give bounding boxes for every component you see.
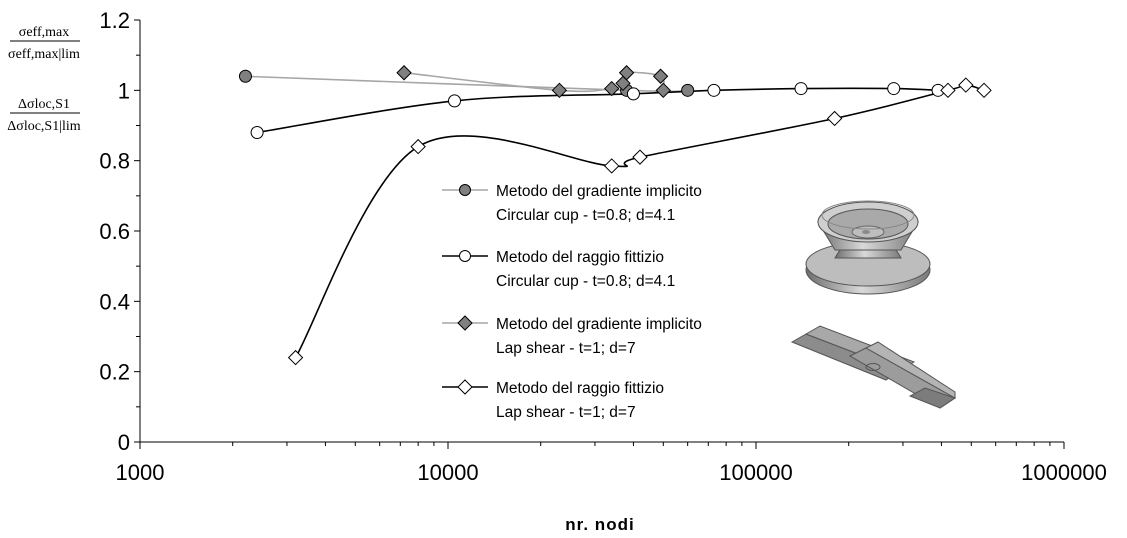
y-tick-label: 1.2 [99, 8, 130, 33]
series-2-point [887, 82, 901, 96]
legend-label-2b: Circular cup - t=0.8; d=4.1 [496, 273, 675, 290]
ylabel-top-numerator: σeff,max [19, 25, 69, 40]
y-tick-label: 0.6 [99, 219, 130, 244]
legend-label-1b: Circular cup - t=0.8; d=4.1 [496, 207, 675, 224]
series-3-point [652, 68, 669, 84]
x-tick-label: 1000 [116, 460, 165, 485]
x-axis-title: nr. nodi [565, 515, 634, 534]
series-4-point [287, 349, 304, 366]
series-4-point [826, 110, 843, 127]
legend-entry-3: Metodo del gradiente implicito Lap shear… [442, 315, 702, 357]
ylabel-top-denominator: σeff,max|lim [8, 47, 80, 62]
y-axis-label: σeff,max σeff,max|lim Δσloc,S1 Δσloc,S1|… [7, 25, 81, 134]
chart-series [238, 65, 992, 366]
ylabel-bottom-denominator: Δσloc,S1|lim [7, 119, 81, 134]
series-2-point [250, 126, 264, 140]
circular-cup-illustration [805, 200, 931, 295]
y-tick-label: 1 [118, 78, 130, 103]
x-tick-label: 1000000 [1021, 460, 1107, 485]
legend-label-4b: Lap shear - t=1; d=7 [496, 404, 636, 421]
series-4-point [410, 138, 426, 155]
x-tick-label: 10000 [417, 460, 478, 485]
series-line-2 [256, 87, 939, 134]
legend-marker-1 [459, 184, 471, 196]
legend-label-4a: Metodo del raggio fittizio [496, 380, 664, 397]
legend-entry-1: Metodo del gradiente implicito Circular … [442, 183, 702, 224]
legend-label-3b: Lap shear - t=1; d=7 [496, 340, 636, 357]
series-1-point [681, 83, 695, 97]
legend-entry-2: Metodo del raggio fittizio Circular cup … [442, 249, 675, 290]
y-tick-label: 0.2 [99, 360, 130, 385]
series-4-point [603, 158, 620, 174]
series-3-point [618, 65, 635, 81]
legend-marker-2 [459, 250, 471, 262]
lap-shear-illustration [790, 325, 957, 409]
series-3-point [396, 65, 412, 81]
y-tick-label: 0.8 [99, 149, 130, 174]
y-tick-label: 0 [118, 430, 130, 455]
legend-label-1a: Metodo del gradiente implicito [496, 183, 702, 200]
series-2-point [794, 82, 808, 96]
series-1-point [238, 69, 252, 83]
x-tick-label: 100000 [719, 460, 792, 485]
legend-label-3a: Metodo del gradiente implicito [496, 316, 702, 333]
legend-label-2a: Metodo del raggio fittizio [496, 249, 664, 266]
series-4-point [958, 77, 974, 93]
y-tick-label: 0.4 [99, 289, 130, 314]
legend-marker-4 [457, 379, 473, 395]
series-2-point [448, 94, 462, 108]
series-4-point [940, 82, 956, 99]
chart-axes: 0 0.2 0.4 0.6 0.8 1 1.2 1000 10000 100000 1000000 [99, 8, 1106, 485]
series-2-point [626, 87, 640, 101]
legend-entry-4: Metodo del raggio fittizio Lap shear - t… [442, 379, 664, 421]
series-3-point [603, 80, 620, 97]
series-3-point [551, 82, 568, 99]
series-3-point [655, 82, 671, 99]
series-4-point [632, 149, 648, 165]
series-4-point [976, 82, 992, 99]
ylabel-bottom-numerator: Δσloc,S1 [18, 97, 70, 112]
series-2-point [707, 83, 721, 97]
legend-marker-3 [457, 315, 473, 331]
legend: Metodo del gradiente implicito Circular … [442, 183, 702, 421]
